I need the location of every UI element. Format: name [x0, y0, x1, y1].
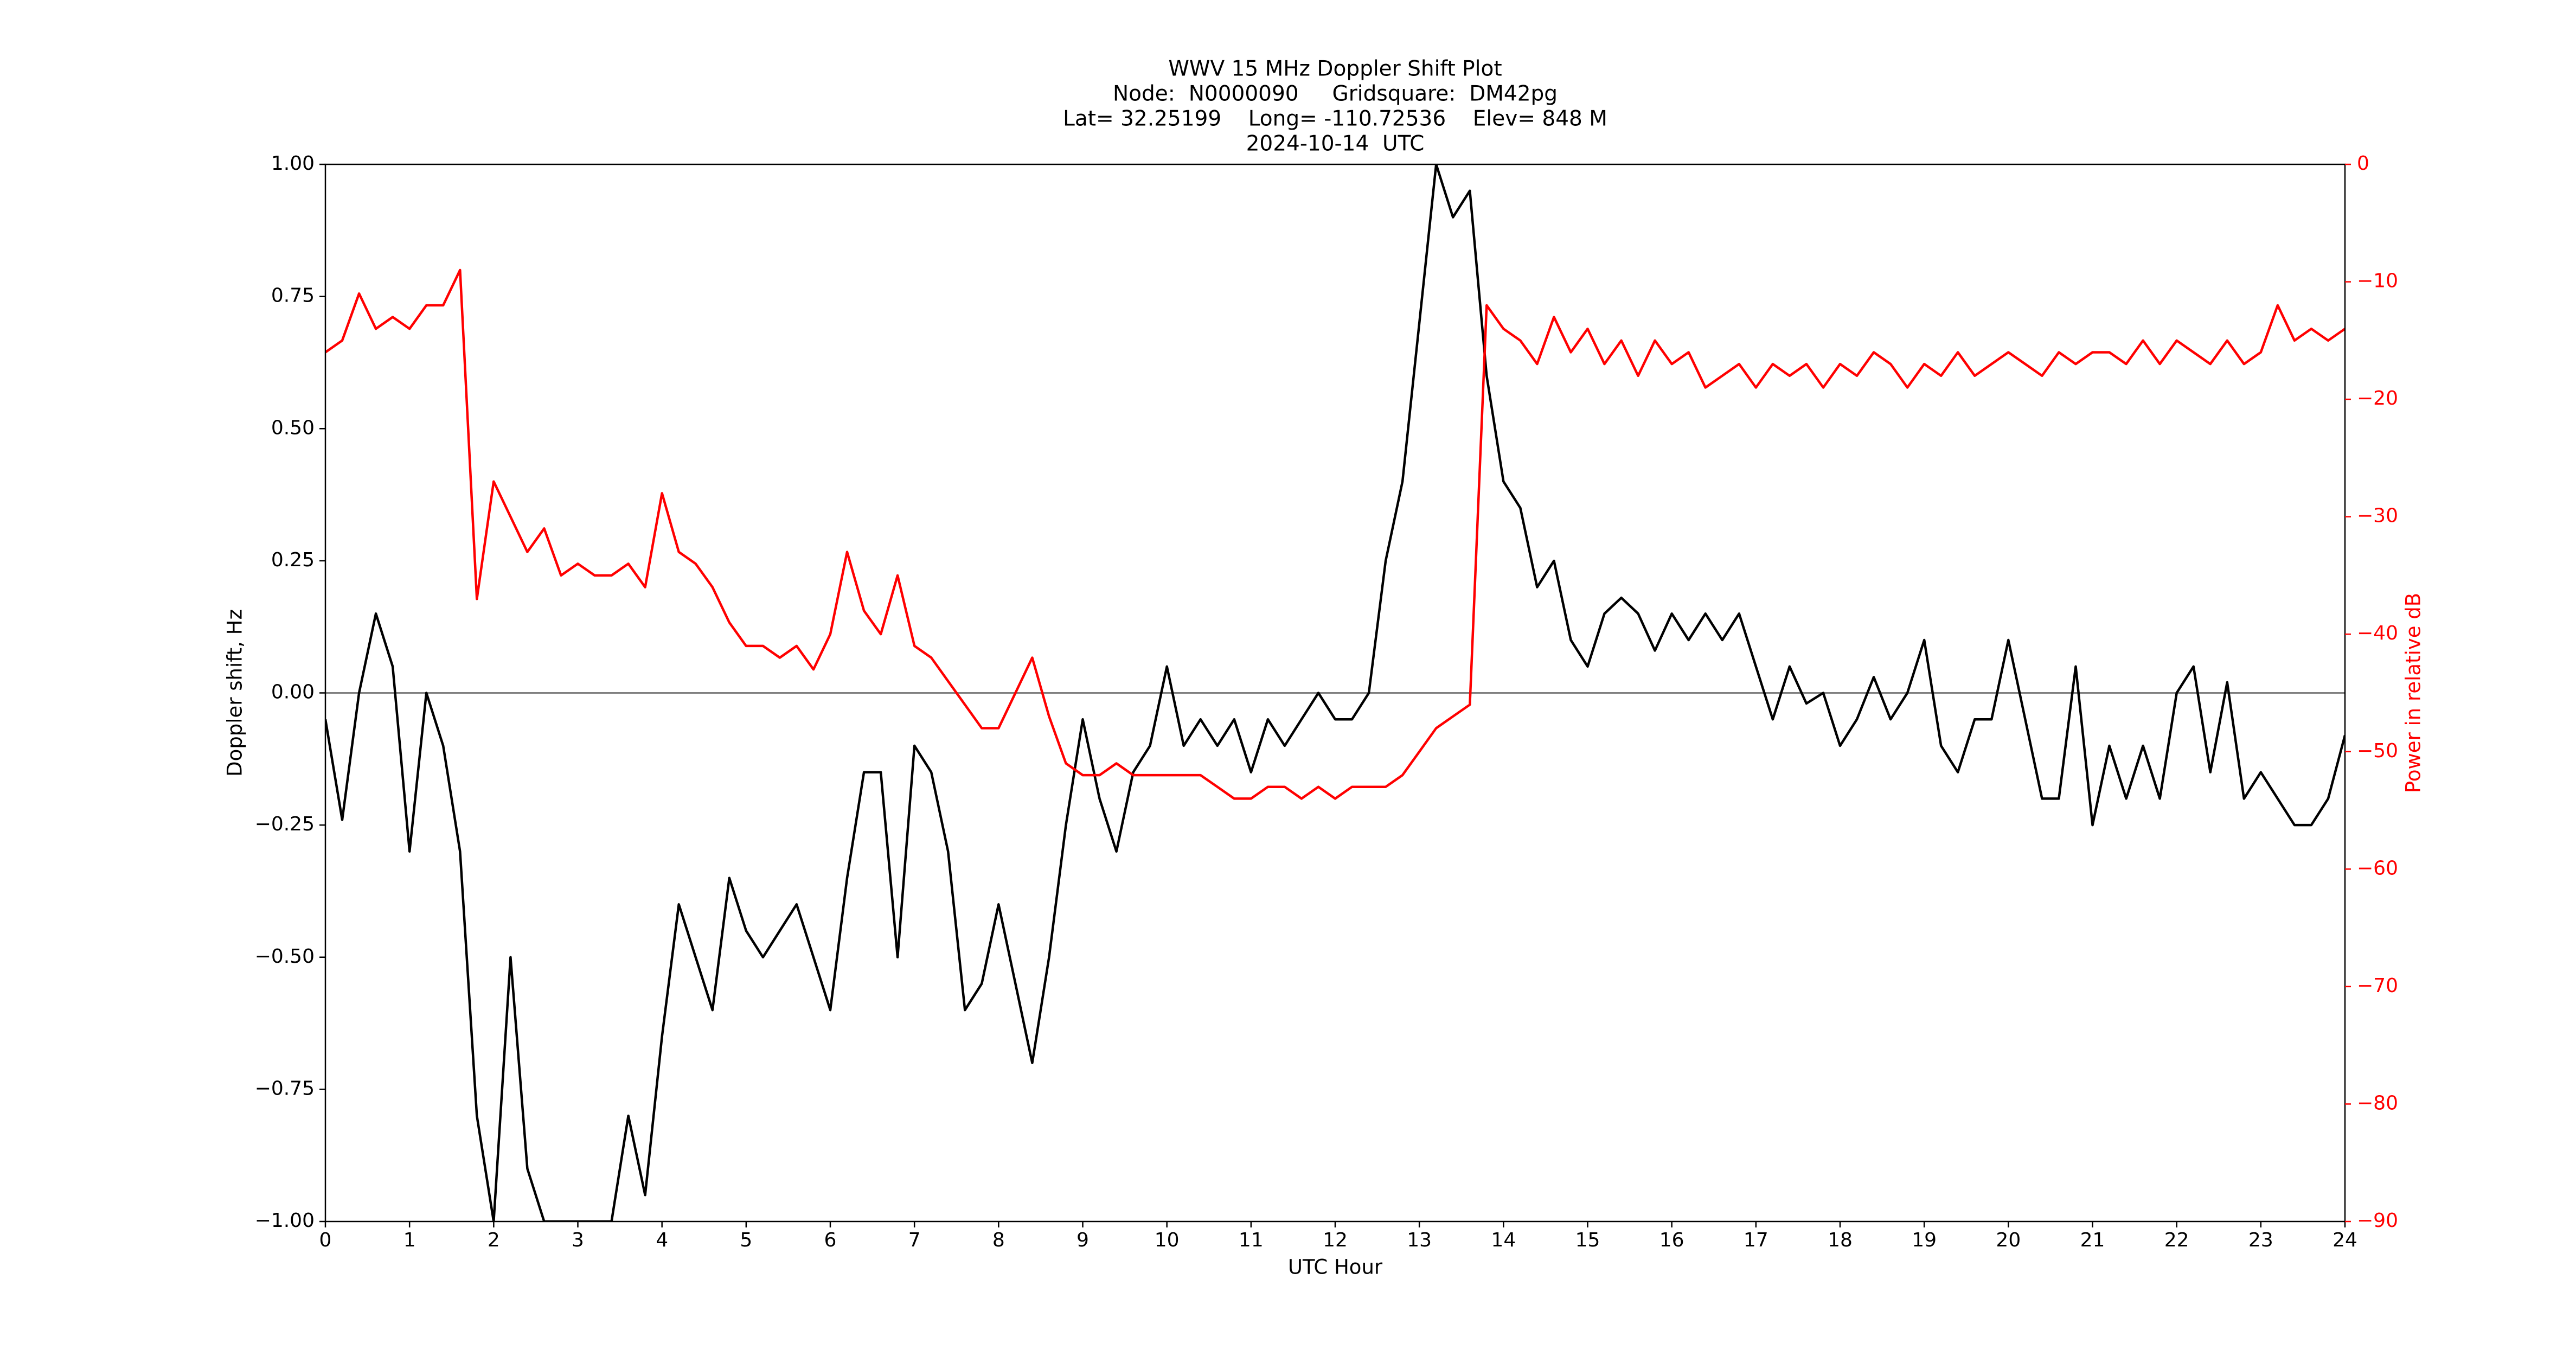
- y-tick-label: 0.50: [271, 417, 315, 439]
- chart-title: Node: N0000090 Gridsquare: DM42pg: [1113, 82, 1558, 106]
- x-tick-label: 22: [2164, 1229, 2189, 1251]
- y2-tick-label: −50: [2357, 740, 2398, 762]
- x-tick-label: 14: [1491, 1229, 1516, 1251]
- y-tick-label: −0.25: [255, 813, 315, 835]
- y-tick-label: −1.00: [255, 1210, 315, 1232]
- x-tick-label: 7: [908, 1229, 921, 1251]
- x-tick-label: 12: [1323, 1229, 1348, 1251]
- x-tick-label: 9: [1076, 1229, 1089, 1251]
- x-tick-label: 5: [740, 1229, 752, 1251]
- x-tick-label: 24: [2333, 1229, 2357, 1251]
- data-line: [325, 268, 2345, 800]
- y-axis-label: Doppler shift, Hz: [223, 609, 247, 777]
- y2-tick-label: −30: [2357, 505, 2398, 527]
- plot-area: [325, 164, 2345, 1221]
- x-tick-label: 2: [488, 1229, 500, 1251]
- x-tick-label: 23: [2248, 1229, 2273, 1251]
- x-tick-label: 0: [319, 1229, 332, 1251]
- x-tick-label: 10: [1155, 1229, 1180, 1251]
- data-line: [325, 164, 2345, 1221]
- y-tick-label: −0.50: [255, 945, 315, 968]
- y2-tick-label: −20: [2357, 387, 2398, 410]
- y-tick-label: −0.75: [255, 1077, 315, 1099]
- x-tick-label: 15: [1575, 1229, 1600, 1251]
- x-tick-label: 17: [1744, 1229, 1768, 1251]
- y2-tick-label: −10: [2357, 270, 2398, 292]
- y2-tick-label: 0: [2357, 152, 2369, 175]
- x-tick-label: 13: [1407, 1229, 1432, 1251]
- y2-axis-label: Power in relative dB: [2402, 593, 2425, 793]
- x-tick-label: 11: [1239, 1229, 1264, 1251]
- x-tick-label: 8: [992, 1229, 1005, 1251]
- y2-tick-label: −90: [2357, 1210, 2398, 1232]
- x-tick-label: 16: [1659, 1229, 1684, 1251]
- y-tick-label: 0.75: [271, 285, 315, 307]
- x-tick-label: 4: [656, 1229, 668, 1251]
- y2-tick-label: −40: [2357, 622, 2398, 644]
- y-tick-label: 1.00: [271, 152, 315, 175]
- x-axis-label: UTC Hour: [1288, 1256, 1383, 1279]
- x-tick-label: 6: [824, 1229, 837, 1251]
- x-tick-label: 3: [572, 1229, 584, 1251]
- y2-tick-label: −70: [2357, 975, 2398, 997]
- x-tick-label: 1: [403, 1229, 416, 1251]
- x-tick-label: 18: [1828, 1229, 1853, 1251]
- x-tick-label: 19: [1912, 1229, 1937, 1251]
- y-tick-label: 0.25: [271, 549, 315, 571]
- chart-title: 2024-10-14 UTC: [1246, 132, 1425, 156]
- y-tick-label: 0.00: [271, 681, 315, 703]
- x-tick-label: 21: [2080, 1229, 2105, 1251]
- chart-title: Lat= 32.25199 Long= -110.72536 Elev= 848…: [1063, 107, 1607, 131]
- y2-tick-label: −80: [2357, 1092, 2398, 1114]
- chart-title: WWV 15 MHz Doppler Shift Plot: [1168, 57, 1502, 81]
- y2-tick-label: −60: [2357, 857, 2398, 879]
- x-tick-label: 20: [1996, 1229, 2021, 1251]
